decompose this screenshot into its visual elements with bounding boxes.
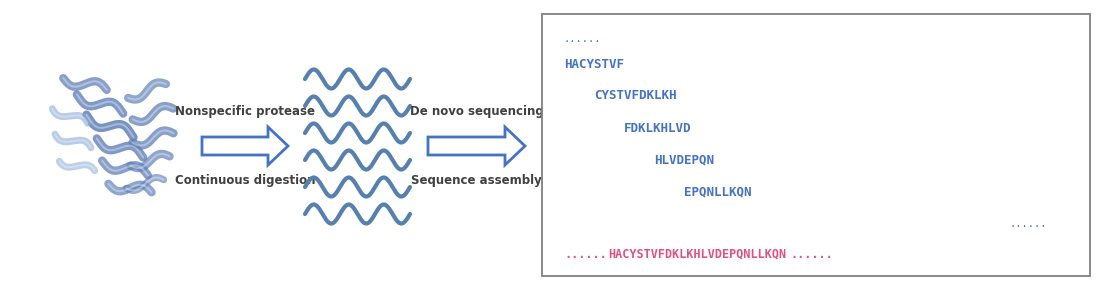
Text: Nonspecific protease: Nonspecific protease xyxy=(175,105,315,118)
Text: FDKLKHLVD: FDKLKHLVD xyxy=(624,122,692,134)
Text: Continuous digestion: Continuous digestion xyxy=(174,174,315,187)
Text: CYSTVFDKLKH: CYSTVFDKLKH xyxy=(595,90,676,102)
Text: ......: ...... xyxy=(564,248,607,260)
Text: HACYSTVFDKLKHLVDEPQNLLKQN: HACYSTVFDKLKHLVDEPQNLLKQN xyxy=(608,248,786,260)
Text: Sequence assembly: Sequence assembly xyxy=(411,174,542,187)
Text: ......: ...... xyxy=(1010,219,1048,229)
Text: ......: ...... xyxy=(791,248,833,260)
Text: HLVDEPQN: HLVDEPQN xyxy=(654,153,714,166)
Text: ......: ...... xyxy=(564,34,601,44)
Polygon shape xyxy=(428,127,525,165)
Text: HACYSTVF: HACYSTVF xyxy=(564,58,624,70)
Text: De novo sequencing: De novo sequencing xyxy=(409,105,544,118)
Polygon shape xyxy=(202,127,288,165)
Bar xyxy=(542,14,1090,276)
Text: EPQNLLKQN: EPQNLLKQN xyxy=(684,185,751,198)
